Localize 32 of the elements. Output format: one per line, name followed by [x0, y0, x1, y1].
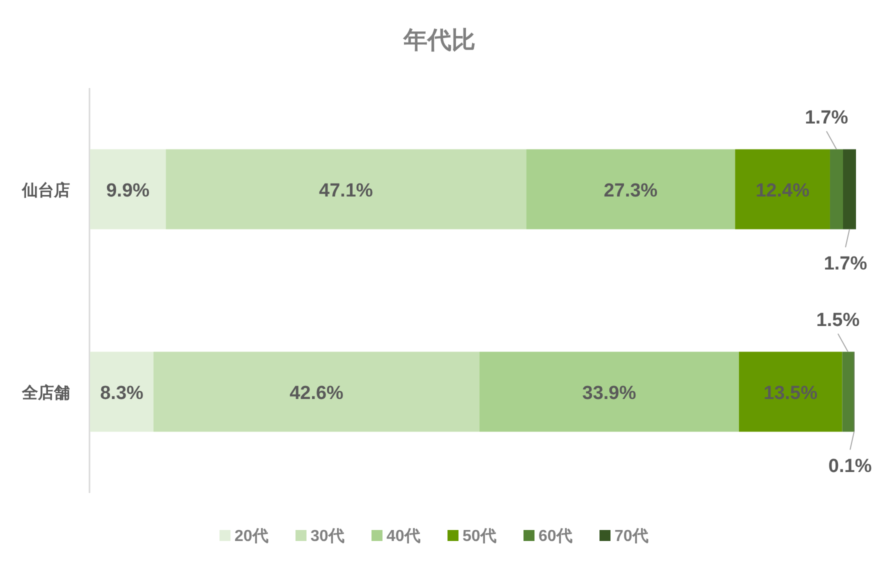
bar	[90, 352, 154, 432]
legend-label: 50代	[462, 527, 496, 545]
data-label: 33.9%	[582, 382, 636, 404]
legend-label: 30代	[310, 527, 344, 545]
data-label: 1.7%	[824, 253, 868, 274]
bar	[90, 149, 166, 230]
legend-label: 70代	[614, 527, 648, 545]
bar	[166, 149, 526, 230]
y-tick-label: 仙台店	[21, 180, 70, 200]
bar	[830, 149, 843, 230]
data-label: 42.6%	[290, 382, 344, 404]
data-label: 47.1%	[319, 180, 374, 202]
bar	[526, 149, 736, 230]
y-tick-label: 全店舗	[21, 382, 70, 402]
legend-label: 60代	[538, 527, 572, 545]
data-label: 0.1%	[828, 456, 872, 477]
bar	[735, 149, 830, 230]
data-label: 8.3%	[100, 382, 144, 404]
chart-title: 年代比	[402, 27, 476, 54]
bar	[738, 352, 842, 432]
data-label: 1.5%	[816, 310, 860, 331]
bar	[842, 149, 856, 230]
legend-label: 20代	[234, 527, 268, 545]
data-label: 12.4%	[756, 180, 810, 202]
data-label: 9.9%	[106, 180, 150, 202]
bar	[842, 352, 854, 432]
data-label: 1.7%	[804, 107, 848, 128]
legend-label: 40代	[386, 527, 420, 545]
data-label: 13.5%	[764, 382, 818, 404]
bar	[154, 352, 480, 432]
bar	[480, 352, 739, 432]
data-label: 27.3%	[604, 180, 658, 202]
